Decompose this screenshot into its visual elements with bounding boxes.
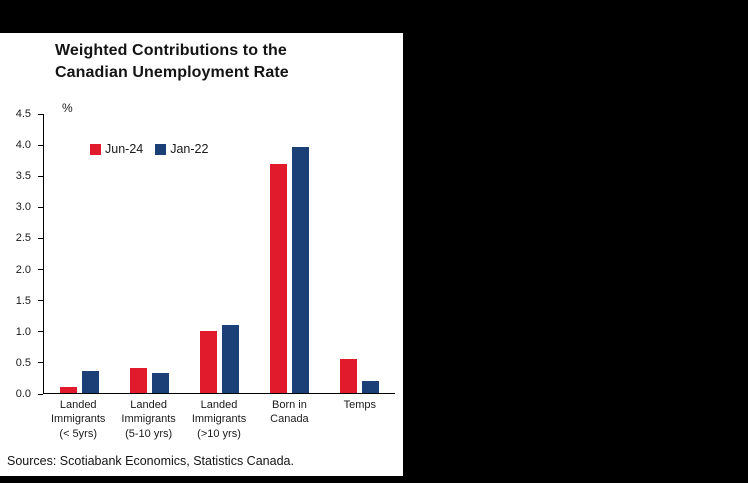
legend: Jun-24 Jan-22 [90,142,208,156]
legend-item-jan-22: Jan-22 [155,142,208,156]
legend-label-jan-22: Jan-22 [170,142,209,156]
y-tick-label: 0.0 [15,388,31,400]
y-tick-label: 4.5 [15,108,31,120]
bar-jun-24-3 [199,331,217,393]
bar-jan-22-4 [292,146,310,393]
y-tick-label: 3.0 [15,201,31,214]
y-tick-mark [38,144,43,146]
x-axis-labels: Landed Immigrants (< 5yrs) Landed Immigra… [43,398,395,441]
y-tick-label: 1.0 [15,325,31,338]
legend-item-jun-24: Jun-24 [90,142,143,156]
y-tick-mark [38,113,43,115]
y-tick-mark [38,331,43,333]
y-axis-unit-label: % [62,101,73,115]
y-tick-label: 3.5 [15,170,31,183]
chart: 0.0 0.5 1.0 1.5 2.0 2.5 3.0 3.5 4.0 4.5 Jun-24 Ja… [0,108,397,400]
x-category-label: Landed Immigrants (>10 yrs) [191,399,247,440]
sources-text: Sources: Scotiabank Economics, Statistic… [7,454,294,468]
bar-jun-24-2 [129,368,147,393]
bar-group [270,114,310,393]
y-tick-label: 1.5 [15,294,31,307]
y-tick-mark [38,362,43,364]
y-tick-mark [38,206,43,208]
legend-swatch-jun-24 [90,143,101,155]
bar-jun-24-1 [59,386,77,393]
bar-group [129,114,169,393]
x-category-label: Landed Immigrants (5-10 yrs) [121,399,176,440]
bar-jan-22-5 [362,380,380,393]
x-category-label: Born in Canada [270,399,309,426]
y-tick-mark [38,237,43,239]
legend-swatch-jan-22 [155,143,167,155]
chart-panel: Weighted Contributions to the Canadian U… [0,33,403,476]
bar-jan-22-2 [151,372,169,393]
bar-jan-22-3 [221,324,239,393]
bar-jan-22-1 [81,371,99,393]
y-tick-mark [38,393,43,395]
y-tick-label: 0.5 [15,356,31,369]
bar-group [340,114,380,393]
y-tick-mark [38,300,43,302]
y-tick-label: 4.0 [15,139,31,152]
y-tick-mark [38,175,43,177]
plot-area: Jun-24 Jan-22 [43,114,395,394]
bar-group [59,114,99,393]
bar-group [199,114,239,393]
bar-jun-24-5 [340,358,358,393]
bar-jun-24-4 [270,163,288,393]
x-category-label: Landed Immigrants (< 5yrs) [51,399,106,440]
x-category-label: Temps [343,399,377,411]
legend-label-jun-24: Jun-24 [105,142,144,156]
y-tick-label: 2.0 [15,263,31,276]
chart-title: Weighted Contributions to the Canadian U… [55,42,289,81]
y-tick-mark [38,269,43,271]
y-tick-label: 2.5 [15,232,31,245]
y-axis: 0.0 0.5 1.0 1.5 2.0 2.5 3.0 3.5 4.0 4.5 [0,108,38,400]
